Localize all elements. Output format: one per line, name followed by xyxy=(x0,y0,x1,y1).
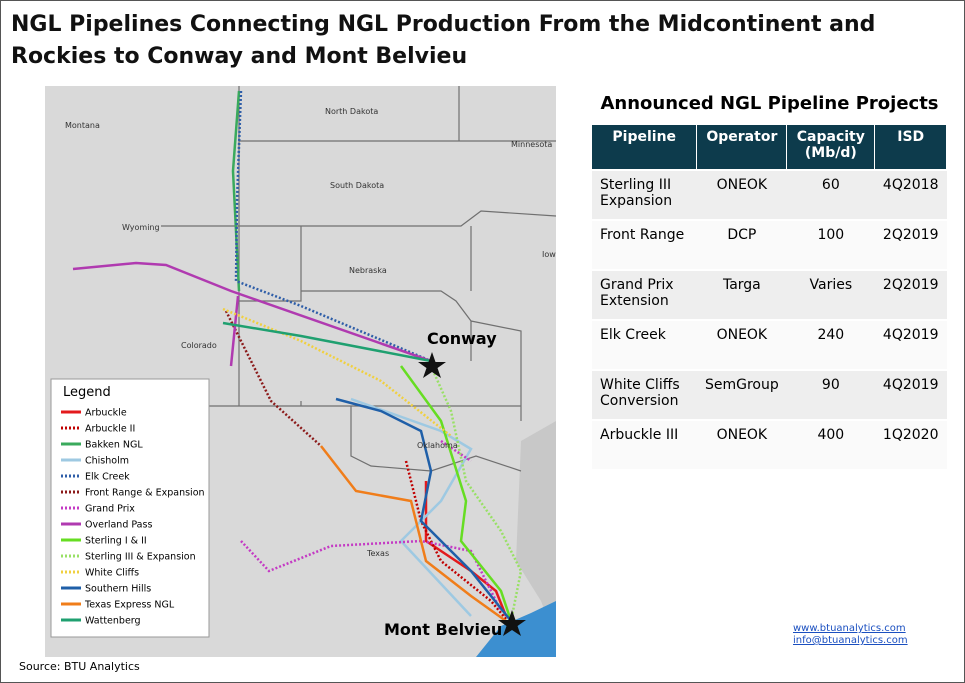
table-cell: White Cliffs Conversion xyxy=(592,369,697,420)
pipeline xyxy=(399,365,513,622)
column-header: ISD xyxy=(874,125,947,170)
state-label: Minnesota xyxy=(511,140,552,149)
state-label: Montana xyxy=(65,121,100,130)
legend-label: Bakken NGL xyxy=(85,440,143,451)
legend-label: Southern Hills xyxy=(85,584,151,595)
table-cell: ONEOK xyxy=(696,319,787,370)
pipeline xyxy=(222,321,432,363)
source: Source: BTU Analytics xyxy=(19,660,140,673)
state-label: Oklahoma xyxy=(417,441,458,450)
table-cell: 240 xyxy=(786,319,875,370)
pipeline xyxy=(320,445,507,623)
pipeline xyxy=(429,365,523,622)
pipeline xyxy=(224,310,322,447)
table-row: Elk Creek ONEOK 240 4Q2019 xyxy=(592,319,947,370)
conway-star xyxy=(418,352,446,378)
table-cell: 90 xyxy=(786,369,875,420)
link: info@btuanalytics.com xyxy=(793,635,908,646)
table-title: Announced NGL Pipeline Projects xyxy=(600,93,939,114)
pipeline xyxy=(222,307,452,437)
table-cell: Targa xyxy=(696,269,787,320)
table-row: Sterling III Expansion ONEOK 60 4Q2018 xyxy=(592,169,947,220)
state-label: Texas xyxy=(366,549,389,558)
legend-label: Sterling III & Expansion xyxy=(85,552,196,563)
table-cell: 4Q2019 xyxy=(874,319,947,370)
table-cell: 1Q2020 xyxy=(874,419,947,469)
table-cell: Arbuckle III xyxy=(592,419,697,469)
state-label: Iowa xyxy=(542,250,561,259)
table-cell: Grand Prix Extension xyxy=(592,269,697,320)
legend-label: Overland Pass xyxy=(85,520,152,531)
legend-title: Legend xyxy=(63,385,111,400)
links: www.btuanalytics.com info@btuanalytics.co… xyxy=(793,623,908,647)
state-label: Colorado xyxy=(181,341,217,350)
legend-label: Front Range & Expansion xyxy=(85,488,205,499)
pipeline xyxy=(404,460,507,620)
pipeline xyxy=(335,397,512,622)
table-cell: Sterling III Expansion xyxy=(592,169,697,220)
table-cell: Varies xyxy=(786,269,875,320)
table-cell: 60 xyxy=(786,169,875,220)
table-cell: 4Q2019 xyxy=(874,369,947,420)
legend-label: Sterling I & II xyxy=(85,536,147,547)
hub-label: Conway xyxy=(427,329,497,348)
legend-label: Elk Creek xyxy=(85,472,130,483)
legend-label: Texas Express NGL xyxy=(84,600,175,611)
table-cell: 100 xyxy=(786,219,875,270)
state-label: Wyoming xyxy=(122,223,160,232)
hub-label: Mont Belvieu xyxy=(384,620,502,639)
legend-label: Arbuckle II xyxy=(85,424,135,435)
mont-belvieu-star xyxy=(498,610,526,636)
table-row: White Cliffs Conversion SemGroup 90 4Q2019 xyxy=(592,369,947,420)
pipeline xyxy=(72,261,432,367)
link: www.btuanalytics.com xyxy=(793,623,906,634)
projects-table: Pipeline Operator Capacity (Mb/d) ISD Sterli… xyxy=(592,125,947,469)
column-header: Operator xyxy=(696,125,788,170)
table-cell: 2Q2019 xyxy=(874,269,947,320)
table-cell: Elk Creek xyxy=(592,319,697,370)
table-row: Grand Prix Extension Targa Varies 2Q2019 xyxy=(592,269,947,320)
legend-label: Grand Prix xyxy=(85,504,135,515)
pipeline xyxy=(350,397,473,617)
column-header: Pipeline xyxy=(592,125,698,170)
legend-label: Arbuckle xyxy=(85,408,127,419)
state-label: North Dakota xyxy=(325,107,378,116)
table-cell: Front Range xyxy=(592,219,697,270)
table-cell: 2Q2019 xyxy=(874,219,947,270)
state-label: South Dakota xyxy=(330,181,384,190)
table-row: Front Range DCP 100 2Q2019 xyxy=(592,219,947,270)
table-cell: ONEOK xyxy=(696,169,787,220)
page-title: NGL Pipelines Connecting NGL Production … xyxy=(11,12,876,69)
table-cell: DCP xyxy=(696,219,787,270)
legend-label: Chisholm xyxy=(85,456,129,467)
legend-label: Wattenberg xyxy=(85,616,141,627)
table-cell: SemGroup xyxy=(696,369,787,420)
pipeline xyxy=(234,90,432,363)
table-row: Arbuckle III ONEOK 400 1Q2020 xyxy=(592,419,947,469)
table-cell: 400 xyxy=(786,419,875,469)
table-cell: 4Q2018 xyxy=(874,169,947,220)
state-label: Nebraska xyxy=(349,266,387,275)
table-cell: ONEOK xyxy=(696,419,787,469)
legend-label: White Cliffs xyxy=(85,568,139,579)
column-header: Capacity (Mb/d) xyxy=(786,125,876,170)
